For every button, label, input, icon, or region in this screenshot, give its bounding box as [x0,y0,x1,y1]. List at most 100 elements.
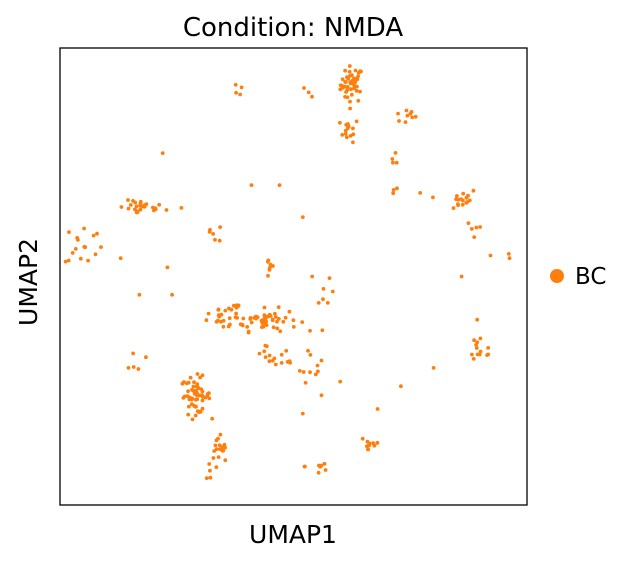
data-point [310,274,315,279]
data-point [66,258,71,263]
data-point [119,205,124,209]
data-point [63,259,68,264]
data-point [93,252,98,257]
data-point [344,90,348,94]
data-point [211,232,216,236]
data-point [131,365,136,369]
data-point [475,340,480,345]
data-point [338,379,343,384]
data-point [474,225,479,230]
data-point [275,319,279,324]
data-point [319,463,324,468]
data-point [347,64,352,68]
data-point [284,348,289,353]
data-point [343,68,347,73]
data-point [227,306,231,311]
data-point [350,73,354,78]
data-point [214,465,219,469]
data-point [180,381,185,386]
data-point [471,188,476,193]
data-point [475,352,480,357]
data-point [366,447,370,452]
data-point [188,375,193,380]
data-point [200,398,205,403]
legend: BC [550,264,606,290]
data-point [76,238,80,242]
data-point [184,381,189,386]
data-point [134,204,139,209]
data-point [460,202,465,207]
data-point [187,404,191,409]
data-point [320,328,325,333]
data-point [485,353,489,357]
data-point [317,463,321,468]
data-point [194,392,199,397]
data-point [217,443,222,448]
data-point [179,206,184,210]
data-point [478,349,483,354]
data-point [478,336,483,341]
data-point [353,80,358,85]
data-point [302,86,306,90]
data-point [221,448,226,453]
data-point [262,349,267,354]
data-point [340,84,345,88]
data-point [233,82,238,87]
data-point [431,195,435,200]
data-point [187,397,192,402]
data-point [204,318,209,323]
data-point [355,77,360,82]
data-point [507,256,512,261]
data-point [330,289,335,294]
data-point [287,309,292,314]
data-point [270,358,275,363]
data-point [194,397,198,402]
data-point [160,151,165,156]
data-point [194,388,198,393]
data-point [465,200,470,204]
data-point [273,362,278,367]
data-point [351,132,356,137]
data-point [126,198,130,202]
data-point [287,359,292,363]
data-point [82,226,86,231]
data-point [316,470,321,475]
data-point [152,208,156,213]
data-point [270,318,275,323]
data-point [297,369,302,373]
data-point [86,258,90,263]
data-point [95,231,99,236]
data-point [190,417,195,422]
data-point [371,441,375,446]
data-point [356,74,360,79]
data-point [461,191,466,196]
data-point [234,90,239,95]
data-point [216,455,221,459]
data-point [208,468,212,473]
data-point [197,410,202,415]
data-point [478,225,482,229]
data-point [192,380,196,384]
data-point [193,413,198,418]
data-point [352,76,356,81]
data-point [223,458,228,463]
data-point [266,258,271,263]
data-point [186,389,191,394]
data-point [271,325,276,330]
data-point [135,210,140,215]
data-point [267,359,272,364]
data-point [347,69,352,74]
data-point [354,89,359,93]
data-point [360,436,365,441]
data-point [216,318,220,323]
data-point [394,160,399,165]
data-point [348,106,352,111]
data-point [277,183,282,188]
data-point [358,89,362,94]
data-point [349,92,354,97]
data-point [340,133,345,137]
data-point [316,369,320,374]
data-point [207,462,212,466]
data-point [327,276,332,280]
